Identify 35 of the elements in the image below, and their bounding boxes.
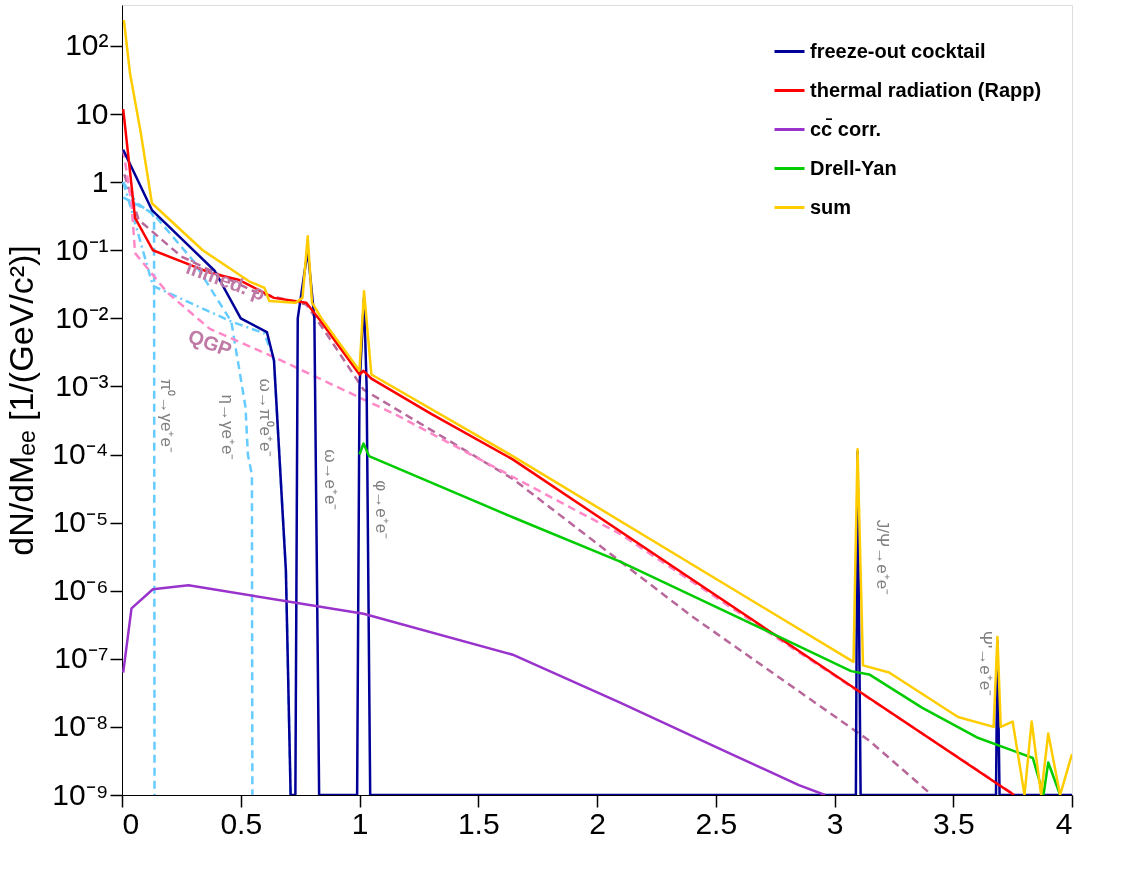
legend-label: cc̄ corr.: [810, 117, 882, 140]
legend-label: thermal radiation (Rapp): [810, 78, 1042, 101]
y-tick-label: 10⁻³: [55, 368, 109, 402]
y-tick-label: 10⁻¹: [55, 232, 109, 266]
x-tick-label: 1: [351, 806, 369, 840]
x-tick-label: 1.5: [457, 806, 500, 840]
y-tick-label: 1: [91, 164, 109, 198]
y-tick-label: 10: [75, 96, 109, 130]
annotation: QGP: [185, 324, 235, 361]
annotation: φ→e⁺e⁻: [372, 480, 392, 540]
annotation: ω→e⁺e⁻: [320, 449, 340, 511]
y-tick-label: 10⁻⁹: [52, 777, 109, 811]
x-tick-label: 3.5: [932, 806, 975, 840]
x-tick-label: 2: [589, 806, 606, 840]
x-tick-label: 0.5: [220, 806, 263, 840]
annotation: η→γe⁺e⁻: [217, 394, 237, 461]
y-tick-label: 10⁻⁸: [52, 709, 109, 743]
legend-label: Drell-Yan: [810, 156, 897, 179]
y-tick-label: 10²: [65, 28, 109, 62]
legend-label: sum: [810, 195, 852, 218]
x-tick-label: 2.5: [695, 806, 738, 840]
x-tick-label: 4: [1055, 806, 1073, 840]
y-axis-title: dN/dMₑₑ [1/(GeV/c²)]: [2, 245, 41, 556]
y-tick-label: 10⁻⁶: [52, 573, 109, 607]
annotation: Ψ'→e⁺e⁻: [976, 630, 996, 697]
x-tick-label: 3: [826, 806, 844, 840]
x-tick-label: 0: [122, 806, 140, 840]
y-tick-label: 10⁻⁴: [52, 437, 109, 471]
annotation: ω→π⁰e⁺e⁻: [256, 378, 275, 458]
legend-label: freeze-out cocktail: [810, 39, 986, 62]
annotation: J/Ψ→e⁺e⁻: [873, 519, 893, 596]
y-tick-label: 10⁻⁵: [52, 505, 109, 539]
y-tick-label: 10⁻²: [55, 300, 109, 334]
annotation: π⁰→γe⁺e⁻: [157, 378, 177, 453]
y-tick-label: 10⁻⁷: [54, 641, 109, 675]
